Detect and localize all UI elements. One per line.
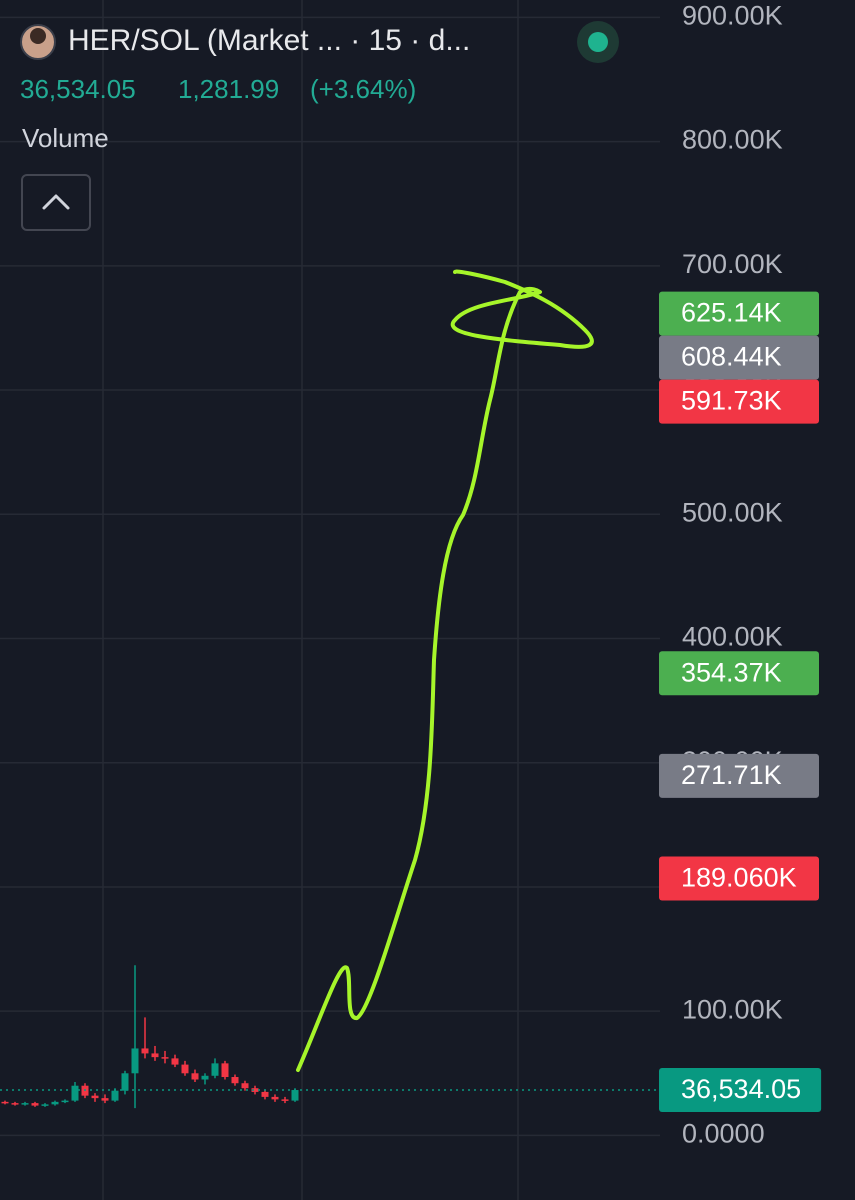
price-change-pct: (+3.64%): [310, 74, 416, 104]
symbol-title[interactable]: HER/SOL (Market ... · 15 · d...: [68, 24, 470, 57]
price-tags: 625.14K 608.44K 591.73K 354.37K 271.71K 189.0…: [659, 291, 822, 1113]
price-change: 1,281.99: [178, 74, 279, 104]
candle-body: [201, 1075, 209, 1080]
drawing-annotation: [296, 269, 594, 1072]
candle-body: [251, 1088, 259, 1092]
price-tag-label: 189.060K: [681, 863, 797, 893]
y-tick-label: 100.00K: [682, 994, 783, 1024]
price-tag: [659, 856, 819, 901]
price-tag: [659, 335, 819, 380]
price-tag: [659, 379, 819, 424]
price-tag-label: 608.44K: [681, 342, 782, 372]
candle-body: [191, 1073, 199, 1080]
y-tick-label: 400.00K: [682, 622, 783, 652]
candle-body: [181, 1064, 189, 1074]
candle-body: [261, 1091, 269, 1097]
price-tag: [659, 1068, 822, 1113]
price-axis: 0.0000100.00K200.00K300.00K400.00K500.00…: [682, 1, 783, 1149]
candle-body: [241, 1083, 249, 1089]
candle-body: [71, 1085, 79, 1101]
candle-body: [21, 1103, 29, 1105]
price-tag-label: 625.14K: [681, 298, 782, 328]
candle-body: [221, 1063, 229, 1078]
grid: [0, 0, 660, 1200]
price-tag: [659, 651, 819, 696]
candle-body: [281, 1099, 289, 1101]
candle-body: [61, 1100, 69, 1103]
price-tag-label: 36,534.05: [681, 1074, 801, 1104]
status-dot: [588, 32, 608, 52]
candle-body: [41, 1104, 49, 1106]
chevron-up-icon: [42, 194, 70, 210]
candle-body: [121, 1073, 129, 1091]
candle-body: [91, 1095, 99, 1099]
y-tick-label: 800.00K: [682, 125, 783, 155]
candle-body: [131, 1048, 139, 1074]
candle-body: [101, 1098, 109, 1101]
candle-body: [291, 1090, 299, 1101]
candle-body: [211, 1063, 219, 1076]
y-tick-label: 0.0000: [682, 1119, 765, 1149]
candle-body: [31, 1103, 39, 1106]
plot: [0, 965, 660, 1109]
indicator-label: Volume: [22, 123, 109, 153]
candle-body: [151, 1053, 159, 1058]
candle-body: [51, 1101, 59, 1105]
candle-body: [11, 1103, 19, 1105]
candle-body: [141, 1048, 149, 1054]
y-tick-label: 700.00K: [682, 249, 783, 279]
price-tag: [659, 291, 819, 336]
candle-body: [161, 1057, 169, 1059]
y-tick-label: 900.00K: [682, 1, 783, 31]
price-tag-label: 354.37K: [681, 657, 782, 687]
avatar-hair: [30, 28, 46, 44]
price-tag-label: 591.73K: [681, 386, 782, 416]
price-tag: [659, 753, 819, 798]
price-tag-label: 271.71K: [681, 760, 782, 790]
candle-body: [171, 1058, 179, 1065]
last-price: 36,534.05: [20, 74, 136, 104]
candle-body: [231, 1077, 239, 1084]
candle-body: [111, 1090, 119, 1101]
candle-body: [271, 1096, 279, 1100]
y-tick-label: 500.00K: [682, 497, 783, 527]
candle-body: [1, 1101, 9, 1104]
collapse-button[interactable]: [21, 174, 91, 231]
